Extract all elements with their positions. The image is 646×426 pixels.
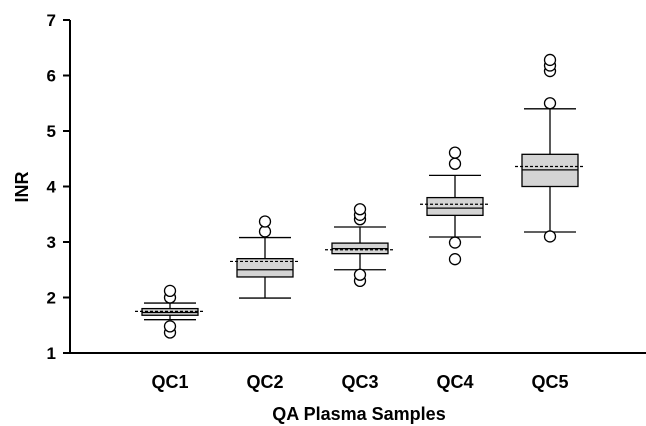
y-tick-label: 1 (47, 344, 56, 363)
x-tick-label: QC2 (246, 372, 283, 392)
outlier-point (163, 284, 177, 297)
outlier-point (543, 53, 557, 67)
outlier-point (448, 253, 462, 266)
iqr-box (426, 196, 484, 217)
y-axis-title: INR (12, 172, 32, 203)
boxes (135, 53, 585, 339)
outlier-point (448, 146, 462, 159)
box-qc4 (420, 146, 490, 266)
y-tick-label: 6 (47, 67, 56, 86)
box-qc1 (135, 284, 205, 339)
iqr-box (236, 257, 294, 278)
outlier-point (353, 268, 367, 281)
y-tick-label: 4 (47, 178, 57, 197)
x-tick-label: QC5 (531, 372, 568, 392)
outlier-point (543, 230, 557, 243)
y-tick-label: 3 (47, 233, 56, 252)
x-axis-title: QA Plasma Samples (272, 404, 445, 424)
outlier-point (543, 97, 557, 110)
y-tick-label: 2 (47, 289, 56, 308)
x-tick-labels: QC1 QC2 QC3 QC4 QC5 (151, 372, 568, 392)
outlier-point (448, 157, 462, 170)
box-qc3 (325, 203, 395, 288)
box-qc2 (230, 215, 300, 299)
outlier-point (163, 320, 177, 333)
y-tick-label: 7 (47, 11, 56, 30)
outlier-point (448, 236, 462, 249)
x-tick-label: QC1 (151, 372, 188, 392)
x-tick-label: QC4 (436, 372, 473, 392)
x-tick-label: QC3 (341, 372, 378, 392)
outlier-point (258, 215, 272, 228)
box-qc5 (515, 53, 585, 243)
y-tick-label: 5 (47, 122, 56, 141)
outlier-point (353, 203, 367, 216)
y-ticks: 1 2 3 4 5 6 7 (47, 11, 70, 363)
